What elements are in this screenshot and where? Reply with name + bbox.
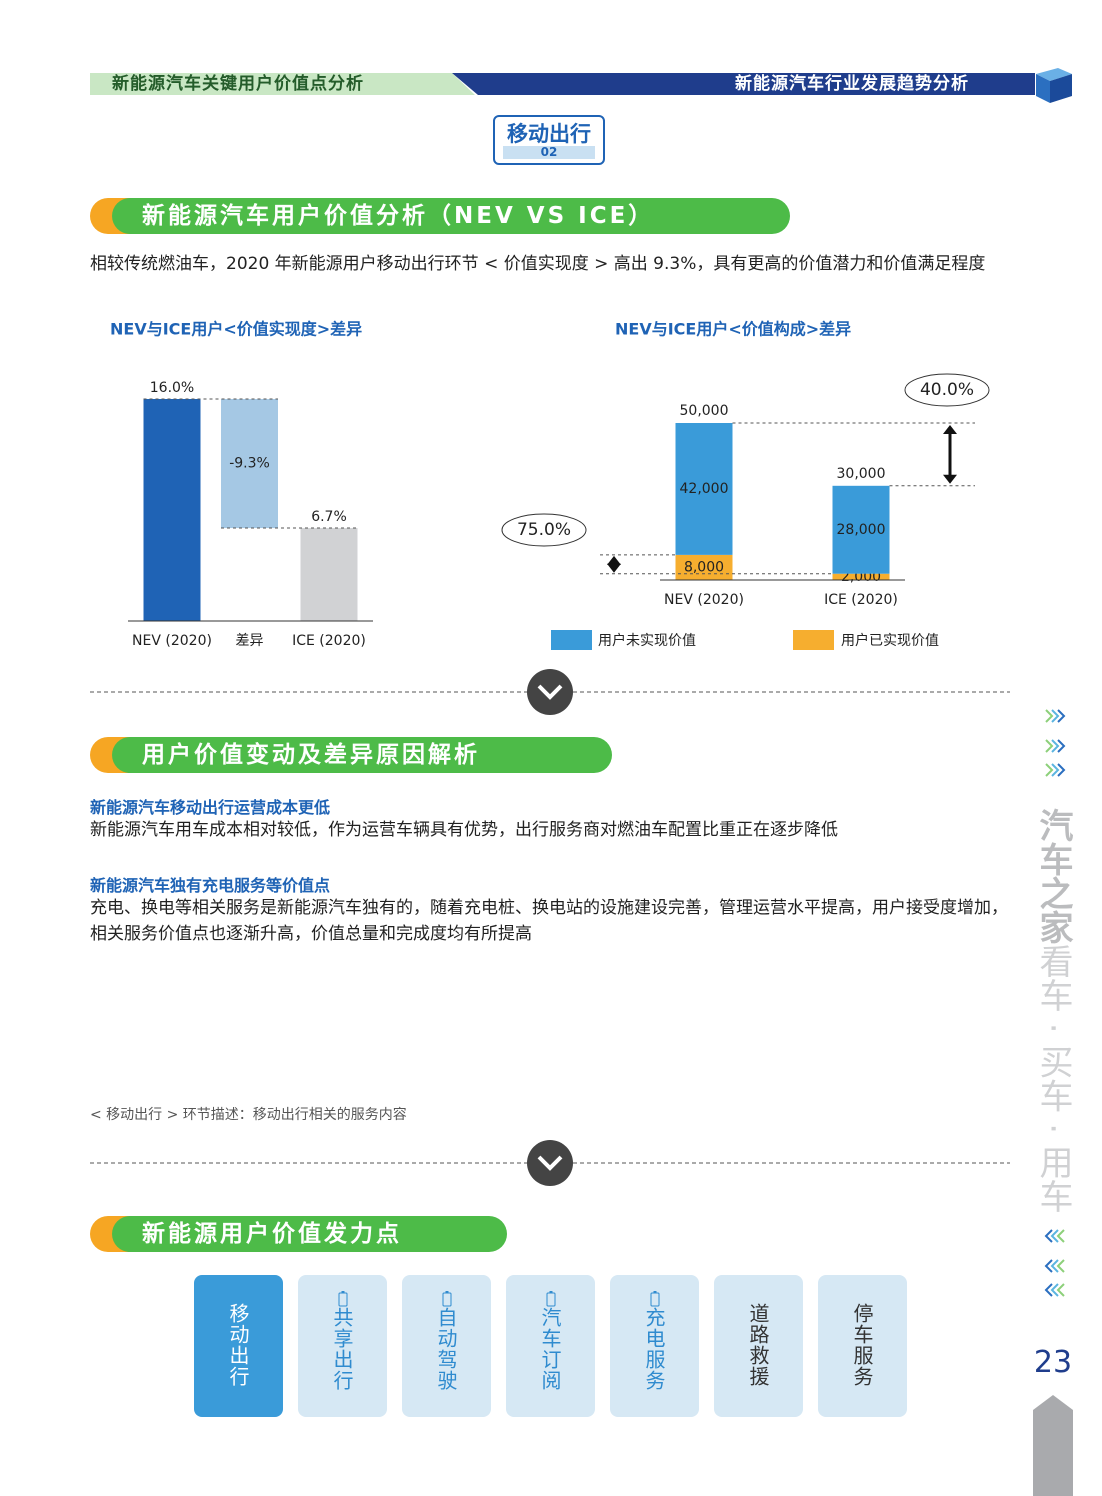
bar-segment xyxy=(832,485,890,574)
paragraph: 充电、换电等相关服务是新能源汽车独有的，随着充电桩、换电站的设施建设完善，管理运… xyxy=(90,898,1008,944)
tab[interactable]: 停车服务 xyxy=(818,1275,907,1417)
value-label: 28,000 xyxy=(837,522,886,538)
tab-label: 自动驾驶 xyxy=(434,1307,458,1391)
arrow-head xyxy=(943,425,957,434)
tab[interactable]: 自动驾驶 xyxy=(402,1275,491,1417)
section-title: 新能源汽车用户价值分析（NEV VS ICE） xyxy=(112,198,790,234)
annotation-bubble xyxy=(904,373,990,407)
tab[interactable]: 共享出行 xyxy=(298,1275,387,1417)
icon xyxy=(338,1291,347,1307)
tab[interactable]: 充电服务 xyxy=(610,1275,699,1417)
paragraph: 新能源汽车用车成本相对较低，作为运营车辆具有优势，出行服务商对燃油车配置比重正在… xyxy=(90,820,838,840)
slogan: 看车 · 买车 · 用车 xyxy=(1033,944,1073,1213)
x-tick-label: NEV (2020) xyxy=(664,592,744,608)
subheading: 新能源汽车独有充电服务等价值点 xyxy=(90,876,331,895)
section-header: 新能源用户价值发力点 xyxy=(90,1216,507,1252)
x-tick-label: 差异 xyxy=(236,633,264,649)
header-right: 新能源汽车行业发展趋势分析 xyxy=(735,74,969,94)
legend-label: 用户已实现价值 xyxy=(841,632,939,649)
arrow-head xyxy=(943,474,957,484)
section-header: 新能源汽车用户价值分析（NEV VS ICE） xyxy=(90,198,790,234)
paragraph: 相较传统燃油车，2020 年新能源用户移动出行环节 < 价值实现度 > 高出 9… xyxy=(90,254,986,274)
brand: 汽车之家 xyxy=(1033,808,1073,944)
total-label: 30,000 xyxy=(837,466,886,482)
x-tick-label: ICE (2020) xyxy=(824,592,898,608)
bar-segment xyxy=(832,573,890,580)
legend-swatch xyxy=(793,630,834,650)
charts: NEV与ICE用户<价值实现度>差异 16.0% NEV (2020) -9.3% 差异… xyxy=(110,320,990,650)
page-number: 23 xyxy=(1033,1345,1073,1380)
tab[interactable]: 汽车订阅 xyxy=(506,1275,595,1417)
x-tick-label: ICE (2020) xyxy=(292,633,366,649)
value-label: -9.3% xyxy=(229,456,270,472)
annotation-bubble xyxy=(501,513,587,547)
tab-label: 充电服务 xyxy=(642,1307,666,1391)
sidebar-slogan: 汽车之家看车 · 买车 · 用车 xyxy=(1033,808,1073,1213)
subheading: 新能源汽车移动出行运营成本更低 xyxy=(90,798,331,817)
total-label: 50,000 xyxy=(680,403,729,419)
legend-swatch xyxy=(551,630,592,650)
bar xyxy=(143,399,201,621)
tab-label: 道路救援 xyxy=(746,1303,770,1387)
icon xyxy=(442,1291,451,1307)
chart-title: NEV与ICE用户<价值构成>差异 xyxy=(615,320,851,339)
header-left: 新能源汽车关键用户价值点分析 xyxy=(112,74,364,94)
value-label: 6.7% xyxy=(311,509,347,525)
tab-label: 移动出行 xyxy=(226,1303,250,1387)
badge-title: 移动出行 xyxy=(507,122,591,146)
tab-label: 汽车订阅 xyxy=(538,1307,562,1391)
bar-segment xyxy=(675,423,733,555)
tab[interactable]: 移动出行 xyxy=(194,1275,283,1417)
legend-label: 用户未实现价值 xyxy=(598,632,696,649)
note: < 移动出行 > 环节描述：移动出行相关的服务内容 xyxy=(90,1107,407,1123)
section-title: 新能源用户价值发力点 xyxy=(112,1216,507,1252)
section-header: 用户价值变动及差异原因解析 xyxy=(90,737,612,773)
badge-number: 02 xyxy=(540,145,558,159)
value-label: 42,000 xyxy=(680,481,729,497)
tab[interactable]: 道路救援 xyxy=(714,1275,803,1417)
tab-label: 停车服务 xyxy=(850,1303,874,1387)
x-tick-label: NEV (2020) xyxy=(132,633,212,649)
value-label: 16.0% xyxy=(150,380,194,396)
annotation: 75.0% xyxy=(517,520,571,540)
value-label: 8,000 xyxy=(684,559,724,575)
section-title: 用户价值变动及差异原因解析 xyxy=(112,737,612,773)
icon xyxy=(650,1291,659,1307)
tab-label: 共享出行 xyxy=(330,1307,354,1391)
icon xyxy=(546,1291,555,1307)
bar xyxy=(300,528,358,621)
bar xyxy=(221,399,278,529)
bar-segment xyxy=(675,554,733,580)
arrow-head xyxy=(607,563,621,573)
chart-title: NEV与ICE用户<价值实现度>差异 xyxy=(110,320,362,339)
arrow-head xyxy=(607,555,621,565)
annotation: 40.0% xyxy=(920,380,974,400)
